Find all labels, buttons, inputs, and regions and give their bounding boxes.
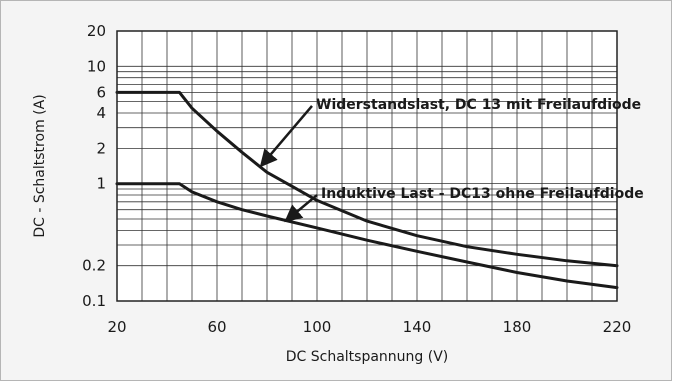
y-tick-label: 4 [96, 104, 106, 122]
x-tick-labels: 20 60 100 140 180 220 [107, 318, 631, 336]
x-tick-label: 100 [303, 318, 332, 336]
annotation-label-2: Induktive Last - DC13 ohne Freilaufdiode [321, 186, 644, 202]
plot-border [116, 30, 618, 302]
annotations: Widerstandslast, DC 13 mit Freilaufdiode… [259, 97, 644, 223]
x-tick-label: 20 [107, 318, 126, 336]
series-line-2 [115, 182, 619, 290]
y-tick-label: 6 [96, 83, 106, 101]
y-tick-label: 0.2 [82, 257, 106, 275]
grid [116, 30, 618, 302]
y-tick-label: 20 [87, 22, 106, 40]
y-axis-label: DC - Schaltstrom (A) [32, 94, 48, 237]
x-tick-label: 140 [403, 318, 432, 336]
x-axis-label: DC Schaltspannung (V) [286, 349, 449, 365]
y-tick-labels: 0.1 0.2 1 2 4 6 10 20 [82, 22, 106, 310]
y-tick-label: 1 [96, 175, 106, 193]
annotation-label-1: Widerstandslast, DC 13 mit Freilaufdiode [316, 97, 641, 113]
y-tick-label: 0.1 [82, 292, 106, 310]
series-layer [115, 90, 619, 290]
series-line-1 [115, 90, 619, 268]
annotation-arrow-2 [284, 194, 318, 223]
y-tick-label: 2 [96, 139, 106, 157]
y-tick-label: 10 [87, 57, 106, 75]
x-tick-label: 180 [503, 318, 532, 336]
annotation-arrow-1 [259, 105, 313, 168]
x-tick-label: 60 [207, 318, 226, 336]
x-tick-label: 220 [603, 318, 632, 336]
